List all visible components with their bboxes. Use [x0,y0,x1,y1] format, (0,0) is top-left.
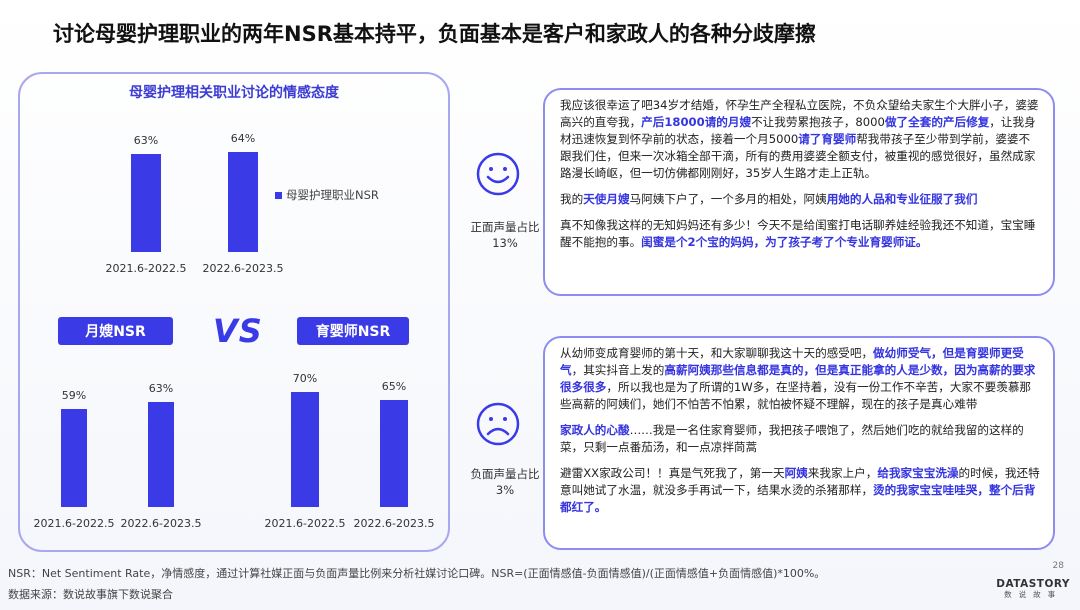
negative-quote-1: 家政人的心酸……我是一名住家育婴师，我把孩子喂饱了，然后她们吃的就给我留的这样的… [560,422,1041,456]
yuesao-nsr-label: 月嫂NSR [58,317,173,345]
footnote-definition: NSR：Net Sentiment Rate，净情感度，通过计算社媒正面与负面声… [8,567,826,580]
highlight-text: 家政人的心酸 [560,423,630,437]
logo-text: DATASTORY [996,578,1070,590]
sad-face-icon [476,402,520,450]
quote-text: 帮我带孩子至少带到学前，婆婆不跟我们住，但来一次冰箱全部干滴，所有的费用婆婆全额… [560,132,1036,180]
quote-text: 真不知像我这样的无知妈妈还有多少！今天不是给闺蜜打电话聊养娃经验我还不知道，宝宝… [560,218,1036,249]
highlight-text: 请了育婴师 [798,132,857,146]
quote-text: ……我是一名住家育婴师，我把孩子喂饱了，然后她们吃的就给我留的这样的菜，只剩一点… [560,423,1024,454]
highlight-text: 烫的我家宝宝哇哇哭，整个后背都红了。 [560,483,1036,514]
highlight-text: 阿姨 [784,466,808,480]
x-tick-label-yuesao-0: 2021.6-2022.5 [33,517,115,530]
bar-yuyingshi-1 [380,400,408,507]
highlight-text: 闺蜜是个2个宝的妈妈，为了孩子考了个专业育婴师证。 [641,235,928,249]
bar-value-label-yuyingshi-0: 70% [292,372,318,385]
quote-text: 我的 [560,192,584,206]
quote-text: 的时候，我还特意叫她试了水温，就没多手再试一下，结果水烫的杀猪那样， [560,466,1040,497]
highlight-text: 做幼师受气，但是育婴师更受气 [560,346,1024,377]
page-title: 讨论母婴护理职业的两年NSR基本持平，负面基本是客户和家政人的各种分歧摩擦 [53,22,816,46]
highlight-text: 高薪阿姨那些信息都是真的，但是真正能拿的人是少数，因为高薪的要求很多很多 [560,363,1036,394]
bar-value-label-yuesao-0: 59% [61,389,87,402]
legend-label: 母婴护理职业NSR [286,188,379,202]
negative-caption-label: 负面声量占比 [470,467,540,481]
highlight-text: 给我家宝宝洗澡 [877,466,959,480]
x-tick-label-top-0: 2021.6-2022.5 [105,262,187,275]
logo-subtext: 数说故事 [1004,590,1063,599]
highlight-text: 天使月嫂 [583,192,630,206]
positive-quote-0: 我应该很幸运了吧34岁才结婚，怀孕生产全程私立医院，不负众望给夫家生个大胖小子，… [560,97,1041,182]
quote-text: ，其实抖音上发的 [571,363,665,377]
quote-text: 我应该很幸运了吧34岁才结婚，怀孕生产全程私立医院，不负众望给夫家生个大胖小子，… [560,98,1039,129]
positive-quote-1: 我的天使月嫂马阿姨下户了，一个多月的相处，阿姨用她的人品和专业征服了我们 [560,191,1041,208]
bar-value-label-yuesao-1: 63% [148,382,174,396]
chart-panel [18,72,450,552]
footnote-source: 数据来源：数说故事旗下数说聚合 [8,588,173,601]
negative-quotes-bubble: 从幼师变成育婴师的第十天，和大家聊聊我这十天的感受吧，做幼师受气，但是育婴师更受… [543,336,1055,550]
bar-top-0 [131,153,161,252]
negative-caption: 负面声量占比 3% [460,466,550,498]
quote-text: 马阿姨下户了，一个多月的相处，阿姨 [629,192,827,206]
bar-value-label-yuyingshi-1: 65% [381,380,407,394]
highlight-text: 做了全套的产后修复 [884,115,990,129]
legend-swatch [275,191,282,199]
negative-quote-0: 从幼师变成育婴师的第十天，和大家聊聊我这十天的感受吧，做幼师受气，但是育婴师更受… [560,345,1041,413]
x-tick-label-yuyingshi-0: 2021.6-2022.5 [264,517,346,530]
quote-text: 避雷XX家政公司！！真是气死我了，第一天 [560,466,785,480]
x-tick-label-yuesao-1: 2022.6-2023.5 [120,517,202,530]
bar-value-label-top-0: 63% [133,133,159,147]
bar-yuyingshi-0 [291,392,319,507]
quote-text: ，所以我也是为了所谓的1W多，在坚持着，没有一份工作不辛苦，大家不要羡慕那些高薪… [560,380,1032,411]
vs-label: VS [213,312,263,350]
smiley-icon [476,152,520,200]
yuyingshi-nsr-label: 育婴师NSR [297,317,409,345]
chart-legend: 母婴护理职业NSR [275,187,379,203]
bar-yuesao-0 [61,409,87,507]
quote-text: 不让我劳累抱孩子，8000 [751,115,885,129]
x-tick-label-top-1: 2022.6-2023.5 [202,262,284,275]
highlight-text: 用她的人品和专业征服了我们 [826,192,978,206]
bar-yuesao-1 [148,402,174,507]
bar-value-label-top-1: 64% [230,132,256,145]
bar-top-1 [228,152,258,252]
chart-title: 母婴护理相关职业讨论的情感态度 [129,85,339,101]
negative-quote-2: 避雷XX家政公司！！真是气死我了，第一天阿姨来我家上户，给我家宝宝洗澡的时候，我… [560,465,1041,516]
quote-text: 来我家上户， [807,466,878,480]
brand-logo: DATASTORY 数说故事 [996,578,1070,600]
page-number: 28 [1052,561,1064,571]
positive-caption-label: 正面声量占比 [470,220,540,234]
quote-text: 从幼师变成育婴师的第十天，和大家聊聊我这十天的感受吧， [560,346,874,360]
positive-quotes-bubble: 我应该很幸运了吧34岁才结婚，怀孕生产全程私立医院，不负众望给夫家生个大胖小子，… [543,88,1055,296]
quote-text: ，让我身材迅速恢复到怀孕前的状态，接着一个月5000 [560,115,1036,146]
positive-caption: 正面声量占比 13% [460,219,550,251]
positive-caption-value: 13% [492,236,518,250]
positive-quote-2: 真不知像我这样的无知妈妈还有多少！今天不是给闺蜜打电话聊养娃经验我还不知道，宝宝… [560,217,1041,251]
negative-caption-value: 3% [495,483,515,497]
x-tick-label-yuyingshi-1: 2022.6-2023.5 [353,517,435,530]
highlight-text: 产后18000请的月嫂 [641,115,752,129]
